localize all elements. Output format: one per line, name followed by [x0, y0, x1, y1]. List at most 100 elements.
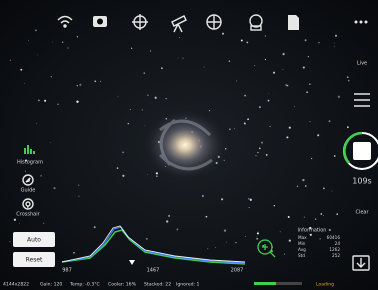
status-temp: Temp: -0.3°C [69, 282, 100, 288]
star [9, 241, 10, 242]
progress-fill [254, 282, 276, 285]
info-key: Std [298, 253, 305, 258]
star [256, 238, 258, 240]
star [57, 104, 58, 105]
stop-button[interactable] [353, 142, 371, 160]
star [305, 185, 307, 187]
star [229, 60, 231, 62]
star [294, 106, 295, 107]
star [335, 35, 337, 37]
star [244, 95, 246, 97]
more-icon[interactable] [355, 21, 368, 24]
star [297, 185, 299, 187]
star [332, 191, 333, 192]
info-title: Information [298, 228, 327, 234]
info-key: Max [298, 235, 307, 240]
exposure-time: 109s [352, 177, 371, 186]
star [209, 110, 210, 111]
star [274, 205, 275, 206]
star [241, 40, 243, 42]
star [329, 120, 331, 122]
star [249, 207, 250, 208]
info-value: 1262 [329, 247, 340, 252]
star [94, 80, 96, 82]
star [122, 151, 124, 153]
star [145, 125, 146, 126]
star [268, 100, 270, 102]
star [146, 238, 148, 240]
star [52, 42, 53, 43]
status-ignored: Ignored: 1 [176, 282, 200, 288]
star [14, 219, 16, 221]
star [156, 172, 158, 174]
star [283, 69, 284, 70]
star [259, 148, 261, 150]
reset-label[interactable]: Reset [26, 257, 43, 264]
star [306, 91, 308, 93]
star [28, 40, 29, 41]
info-key: Min [298, 241, 306, 246]
star [256, 236, 257, 237]
camera-icon[interactable] [93, 16, 107, 27]
star [100, 81, 101, 82]
star [94, 226, 96, 228]
loading-label: Loading [316, 282, 334, 288]
histogram-label-low: 987 [62, 268, 72, 274]
guide-label[interactable]: Guide [21, 188, 36, 194]
histogram-label[interactable]: Histogram [17, 160, 43, 166]
star [43, 223, 44, 224]
star [20, 69, 22, 71]
star [285, 84, 287, 86]
star [130, 109, 131, 110]
star [131, 48, 132, 49]
star [317, 134, 319, 136]
star [166, 98, 167, 99]
star [334, 46, 335, 47]
star [289, 239, 291, 241]
star [323, 215, 324, 216]
star [255, 155, 256, 156]
star [19, 223, 20, 224]
storage-icon[interactable] [288, 15, 299, 30]
status-gain: Gain: 120 [40, 282, 62, 288]
star [118, 96, 119, 97]
star [221, 198, 223, 200]
star [347, 126, 349, 128]
star [38, 100, 40, 102]
star [305, 39, 307, 41]
star [78, 185, 79, 186]
crosshair-label[interactable]: Crosshair [16, 212, 40, 218]
star [303, 66, 305, 68]
star [257, 232, 259, 234]
star [117, 167, 119, 169]
star [270, 126, 271, 127]
star [304, 217, 305, 218]
star [257, 152, 258, 153]
star [53, 187, 55, 189]
star [36, 123, 37, 124]
auto-label[interactable]: Auto [27, 237, 41, 244]
star [318, 42, 319, 43]
star [166, 220, 168, 222]
star [150, 50, 151, 51]
star [226, 242, 227, 243]
star [329, 229, 331, 231]
star [259, 106, 261, 108]
star [78, 196, 79, 197]
live-label[interactable]: Live [357, 61, 367, 67]
star [280, 231, 281, 232]
star [155, 97, 157, 99]
clear-label[interactable]: Clear [355, 210, 369, 216]
star [51, 76, 52, 77]
star [150, 102, 151, 103]
star [250, 199, 252, 201]
star [156, 175, 158, 177]
star [265, 59, 266, 60]
star [147, 174, 148, 175]
fan-icon[interactable] [207, 15, 221, 29]
star [76, 101, 78, 103]
star [338, 96, 340, 98]
star [143, 72, 145, 74]
star [178, 58, 179, 59]
star [142, 109, 143, 110]
